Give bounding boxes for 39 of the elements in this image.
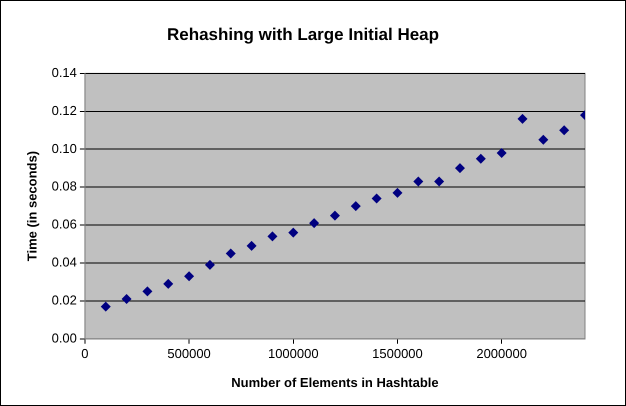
point — [413, 176, 424, 186]
point — [246, 240, 257, 251]
point — [350, 201, 361, 212]
point — [454, 163, 465, 174]
point — [204, 260, 215, 270]
y-tick-label: 0.02 — [52, 292, 77, 308]
y-tick-label: 0.04 — [52, 254, 77, 270]
y-tick-label: 0.06 — [52, 216, 77, 232]
point — [226, 248, 236, 258]
x-tick-label: 1500000 — [372, 346, 423, 362]
x-tick-label: 1000000 — [268, 346, 319, 362]
point — [100, 302, 111, 312]
point — [372, 194, 382, 204]
point — [476, 154, 486, 164]
y-axis-title: Time (in seconds) — [24, 150, 40, 262]
x-tick-label: 0 — [81, 346, 89, 362]
x-axis-title: Number of Elements in Hashtable — [231, 374, 439, 390]
point — [288, 228, 298, 238]
point — [496, 148, 507, 158]
point — [538, 134, 548, 145]
point — [184, 271, 194, 282]
point — [163, 278, 174, 289]
y-tick-label: 0.14 — [52, 64, 77, 80]
point — [434, 176, 444, 186]
point — [309, 218, 320, 228]
point — [559, 125, 570, 136]
y-tick-label: 0.08 — [52, 178, 77, 194]
x-tick-label: 500000 — [167, 346, 211, 362]
point — [142, 286, 152, 296]
point — [267, 231, 278, 242]
x-tick-label: 2000000 — [476, 346, 527, 362]
point — [517, 114, 528, 124]
y-tick-label: 0.00 — [52, 330, 77, 346]
point — [392, 188, 402, 198]
point — [122, 294, 132, 304]
chart-title: Rehashing with Large Initial Heap — [166, 24, 440, 44]
point — [330, 210, 340, 221]
y-tick-label: 0.12 — [52, 102, 77, 118]
y-tick-label: 0.10 — [52, 140, 77, 156]
